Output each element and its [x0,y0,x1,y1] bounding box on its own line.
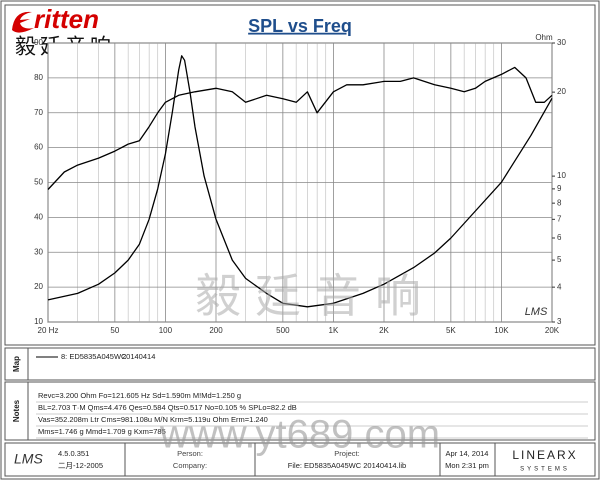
plot: 20 Hz 50 100 200 500 1K 2K 5K 10K 20K 10 20 30 40 50 60… [34,38,566,335]
x-tick-label: 1K [329,326,339,335]
y2-tick-label: 10 [557,171,566,180]
legend-entry: 8: ED5835A045WC [61,352,127,361]
notes-label: Notes [12,399,21,422]
legend-note: 20140414 [122,352,155,361]
map-label: Map [12,356,21,372]
x-tick-label: 100 [159,326,173,335]
y2-tick-label: 7 [557,214,562,223]
y2-tick-label: 3 [557,317,562,326]
series-line [47,66,553,190]
y2-tick-label: 5 [557,255,562,264]
notes-panel [4,381,596,441]
brand: LINEARX [512,448,577,462]
footer-logo: LMS [14,451,43,467]
x-tick-label: 5K [446,326,456,335]
plot-logo: LMS [525,306,548,318]
date: 二月-12-2005 [58,461,103,470]
y-tick-label: 80 [34,73,43,82]
day: Apr 14, 2014 [446,449,489,458]
map-panel [4,347,596,381]
watermark-url: www.yt689.com [159,413,440,457]
version: 4.5.0.351 [58,449,89,458]
notes: Revc=3.200 Ohm Fo=121.605 Hz Sd=1.590m M… [36,391,588,439]
y2-tick-label: 20 [557,87,566,96]
y2-tick-label: 6 [557,233,562,242]
y-tick-label: 40 [34,212,43,221]
x-tick-label: 200 [209,326,223,335]
chart-title: SPL vs Freq [248,16,352,36]
note-line: Mms=1.746 g Mmd=1.709 g Kxm=785 [38,427,166,436]
company: Company: [173,461,207,470]
x-tick-label: 500 [276,326,290,335]
note-line: BL=2.703 T·M Qms=4.476 Qes=0.584 Qts=0.5… [38,403,297,412]
file: File: ED5835A045WC 20140414.lib [288,461,406,470]
footer [4,442,596,477]
watermark-cn: 毅廷音响 [195,270,435,322]
brand-sub: SYSTEMS [520,467,570,473]
time: Mon 2:31 pm [445,461,489,470]
project: Project: [334,449,359,458]
note-line: Revc=3.200 Ohm Fo=121.605 Hz Sd=1.590m M… [38,391,241,400]
y2-tick-label: 8 [557,198,562,207]
x-tick-label: 50 [110,326,119,335]
y2-tick-label: 4 [557,282,562,291]
person: Person: [177,449,203,458]
logo-mark [12,11,34,33]
x-tick-label: 10K [494,326,509,335]
series-line [47,55,553,308]
x-tick-label: 20 Hz [38,326,59,335]
y-tick-label: 50 [34,178,43,187]
y-tick-label: 60 [34,143,43,152]
chart-frame [4,4,596,346]
y-tick-label: 70 [34,108,43,117]
x-tick-label: 20K [545,326,560,335]
y2-tick-label: 9 [557,184,562,193]
logo-text: ritten [34,4,99,34]
y-tick-label: 10 [34,317,43,326]
y-tick-label: 30 [34,247,43,256]
y-tick-label: 90 [34,38,43,47]
y-tick-label: 20 [34,282,43,291]
y2-axis-label: Ohm [535,33,553,42]
x-tick-label: 2K [379,326,389,335]
y2-tick-label: 30 [557,38,566,47]
note-line: Vas=352.208m Ltr Cms=981.108u M/N Krm=5.… [38,415,268,424]
